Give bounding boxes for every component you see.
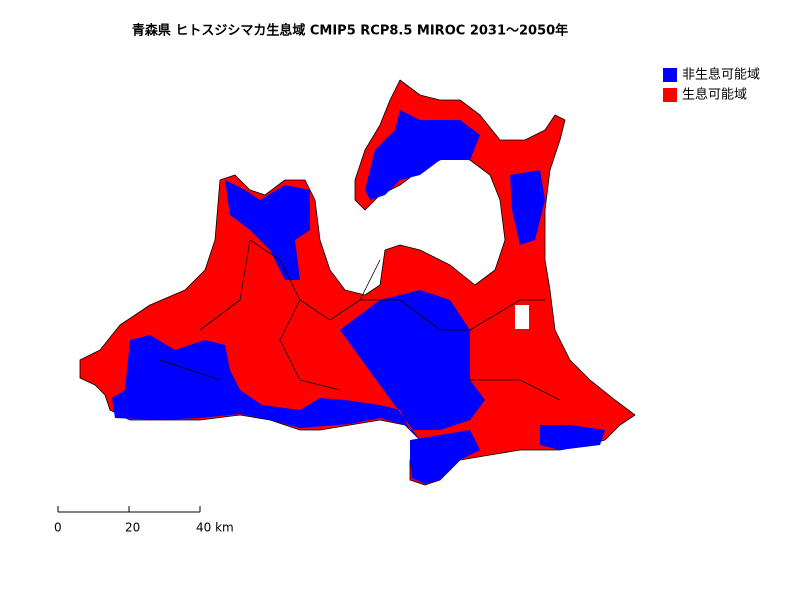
legend-label: 非生息可能域 [682,67,760,83]
map-title: 青森県 ヒトスジシマカ生息域 CMIP5 RCP8.5 MIROC 2031～2… [132,23,568,39]
scale-label: 40 km [196,521,234,535]
scale-label: 20 [125,521,140,535]
non-habitable-area [225,180,310,280]
prefecture [79,79,636,486]
scale-label: 0 [54,521,62,535]
non-habitable-area [365,110,480,200]
legend-label: 生息可能域 [682,87,747,103]
lake [515,305,529,329]
legend-swatch [663,68,677,82]
non-habitable-area [410,430,480,484]
non-habitable-area [540,425,605,450]
non-habitable-area [112,290,485,440]
non-habitable-area [510,170,545,245]
scale-bar: 0 20 40 km [54,506,234,535]
municipal-boundaries [159,239,561,401]
legend-swatch [663,88,677,102]
